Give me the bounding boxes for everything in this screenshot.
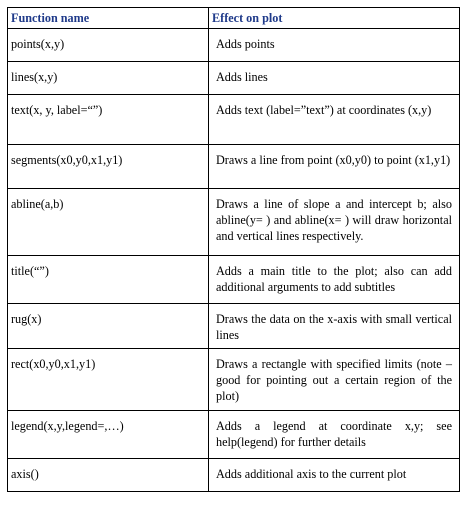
effect-cell: Draws a line from point (x0,y0) to point… [208, 144, 460, 189]
function-cell: text(x, y, label=“”) [7, 94, 209, 145]
effect-cell: Adds lines [208, 61, 460, 95]
function-cell: lines(x,y) [7, 61, 209, 95]
function-cell: axis() [7, 458, 209, 492]
function-cell: legend(x,y,legend=,…) [7, 410, 209, 459]
effect-cell: Adds a legend at coordinate x,y; see hel… [208, 410, 460, 459]
table-row: text(x, y, label=“”) Adds text (label=”t… [7, 94, 460, 145]
table-row: rect(x0,y0,x1,y1) Draws a rectangle with… [7, 348, 460, 411]
effect-cell: Draws a rectangle with specified limits … [208, 348, 460, 411]
effect-cell: Adds a main title to the plot; also can … [208, 255, 460, 304]
function-table: Function name Effect on plot points(x,y)… [7, 7, 460, 492]
header-effect-on-plot: Effect on plot [208, 7, 460, 29]
effect-cell: Adds text (label=”text”) at coordinates … [208, 94, 460, 145]
function-cell: rect(x0,y0,x1,y1) [7, 348, 209, 411]
table-row: title(“”) Adds a main title to the plot;… [7, 255, 460, 304]
table-header-row: Function name Effect on plot [7, 7, 460, 29]
function-cell: title(“”) [7, 255, 209, 304]
effect-cell: Draws a line of slope a and intercept b;… [208, 188, 460, 256]
effect-cell: Draws the data on the x-axis with small … [208, 303, 460, 349]
table-row: segments(x0,y0,x1,y1) Draws a line from … [7, 144, 460, 189]
table-row: axis() Adds additional axis to the curre… [7, 458, 460, 492]
table-row: rug(x) Draws the data on the x-axis with… [7, 303, 460, 349]
function-cell: rug(x) [7, 303, 209, 349]
effect-cell: Adds additional axis to the current plot [208, 458, 460, 492]
function-cell: segments(x0,y0,x1,y1) [7, 144, 209, 189]
effect-cell: Adds points [208, 28, 460, 62]
function-cell: abline(a,b) [7, 188, 209, 256]
table-row: legend(x,y,legend=,…) Adds a legend at c… [7, 410, 460, 459]
table-row: abline(a,b) Draws a line of slope a and … [7, 188, 460, 256]
cropped-caption [0, 0, 467, 6]
table-row: points(x,y) Adds points [7, 28, 460, 62]
table-row: lines(x,y) Adds lines [7, 61, 460, 95]
function-cell: points(x,y) [7, 28, 209, 62]
header-function-name: Function name [7, 7, 209, 29]
